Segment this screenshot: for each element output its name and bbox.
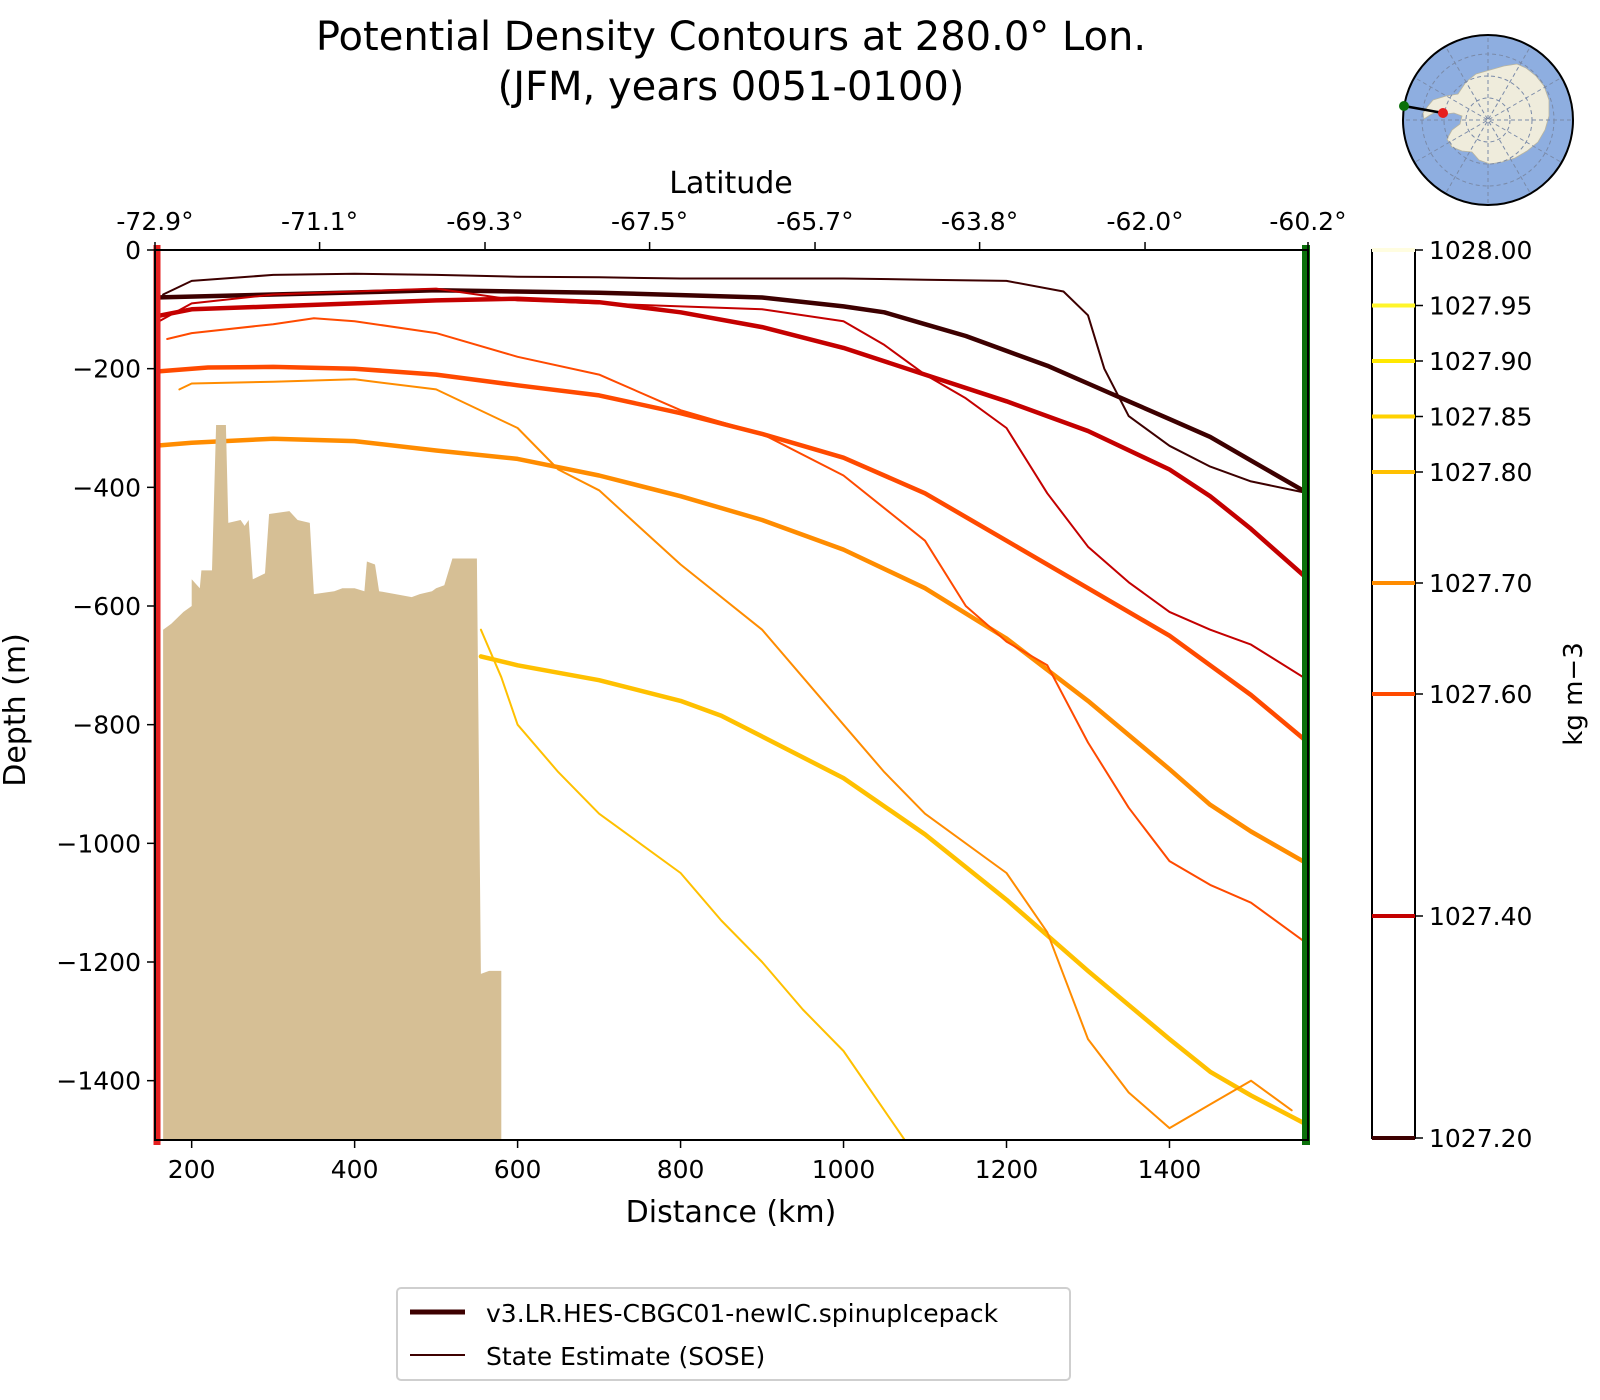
x-tick-label: 800 [657,1155,705,1184]
series-line-model-1027-40 [155,296,1308,582]
colorbar: 1027.20 1027.40 1027.60 1027.70 1027.80 1027.… [1371,236,1532,1153]
series-line-sose-1027-20 [162,272,1308,495]
colorbar-tick-label: 1028.00 [1429,236,1532,265]
y-tick-label: −400 [72,473,141,502]
map-border [1402,34,1574,206]
x-axis-bottom: 200 400 600 800 1000 1200 1400 [168,1140,1201,1184]
legend: v3.LR.HES-CBGC01-newIC.spinupIcepack Sta… [396,1287,1071,1381]
series-line-sose-1027-80 [479,628,906,1140]
map-meridian [1442,41,1534,199]
map-south-point [1438,108,1448,118]
x-tick-label: 600 [494,1155,542,1184]
x-axis-label: Distance (km) [626,1195,837,1230]
series-line-sose-1027-70 [178,378,1293,1130]
chart-title: Potential Density Contours at 280.0° Lon… [316,14,1146,60]
y-axis-label: Depth (m) [0,633,33,787]
colorbar-tick-label: 1027.80 [1429,458,1532,487]
colorbar-label: kg m−3 [1559,642,1589,745]
y-tick-label: −600 [72,592,141,621]
top-tick-label: -72.9° [116,207,193,236]
top-tick-label: -63.8° [941,207,1018,236]
top-tick-label: -69.3° [446,207,523,236]
y-tick-label: −1400 [56,1067,141,1096]
top-tick-label: -71.1° [281,207,358,236]
y-tick-label: −200 [72,355,141,384]
x-axis-top: -72.9° -71.1° -69.3° -67.5° -65.7° -63.8° -62.… [116,207,1347,250]
top-axis-label: Latitude [669,166,792,201]
plot-area [153,245,1310,1145]
y-tick-label: 0 [125,236,141,265]
inset-map [1399,34,1574,206]
series-line-model-1027-70 [155,436,1308,867]
map-latitude-ring [1465,97,1511,143]
legend-label-sose: State Estimate (SOSE) [486,1342,765,1371]
x-tick-label: 400 [331,1155,379,1184]
series-line-model-1027-20 [155,288,1308,496]
section-markers [153,245,1310,1145]
y-tick-label: −1200 [56,948,141,977]
y-tick-label: −1000 [56,829,141,858]
top-tick-label: -62.0° [1106,207,1183,236]
x-tick-label: 1000 [812,1155,876,1184]
top-tick-label: -67.5° [611,207,688,236]
series-group [155,272,1308,1140]
series-line-sose-1027-40 [158,287,1308,682]
bathymetry-fill [163,425,502,1140]
colorbar-tick-label: 1027.20 [1429,1124,1532,1153]
map-transect-line [1403,104,1444,115]
x-tick-label: 1400 [1138,1155,1202,1184]
legend-box [396,1287,1071,1381]
top-tick-label: -60.2° [1269,207,1346,236]
bathymetry-group [163,425,502,1140]
colorbar-tick-label: 1027.90 [1429,347,1532,376]
map-north-point [1399,101,1409,111]
series-line-sose-1027-60 [166,317,1308,946]
chart-subtitle: (JFM, years 0051-0100) [498,64,965,110]
map-meridian [1409,74,1567,166]
series-line-model-1027-80 [478,654,1308,1128]
colorbar-tick-label: 1027.60 [1429,680,1532,709]
colorbar-tick-label: 1027.70 [1429,569,1532,598]
x-tick-label: 1200 [975,1155,1039,1184]
legend-label-model: v3.LR.HES-CBGC01-newIC.spinupIcepack [486,1299,999,1328]
colorbar-tick-label: 1027.40 [1429,902,1532,931]
colorbar-tick-label: 1027.85 [1429,403,1532,432]
top-tick-label: -65.7° [776,207,853,236]
map-meridian [1442,41,1534,199]
y-tick-label: −800 [72,711,141,740]
map-graticule [1403,35,1573,205]
map-meridian [1409,74,1567,166]
colorbar-tick-label: 1027.95 [1429,292,1532,321]
y-axis: 0 −200 −400 −600 −800 −1000 −1200 −1400 [56,236,155,1096]
plot-frame [154,249,1309,1141]
x-tick-label: 200 [168,1155,216,1184]
